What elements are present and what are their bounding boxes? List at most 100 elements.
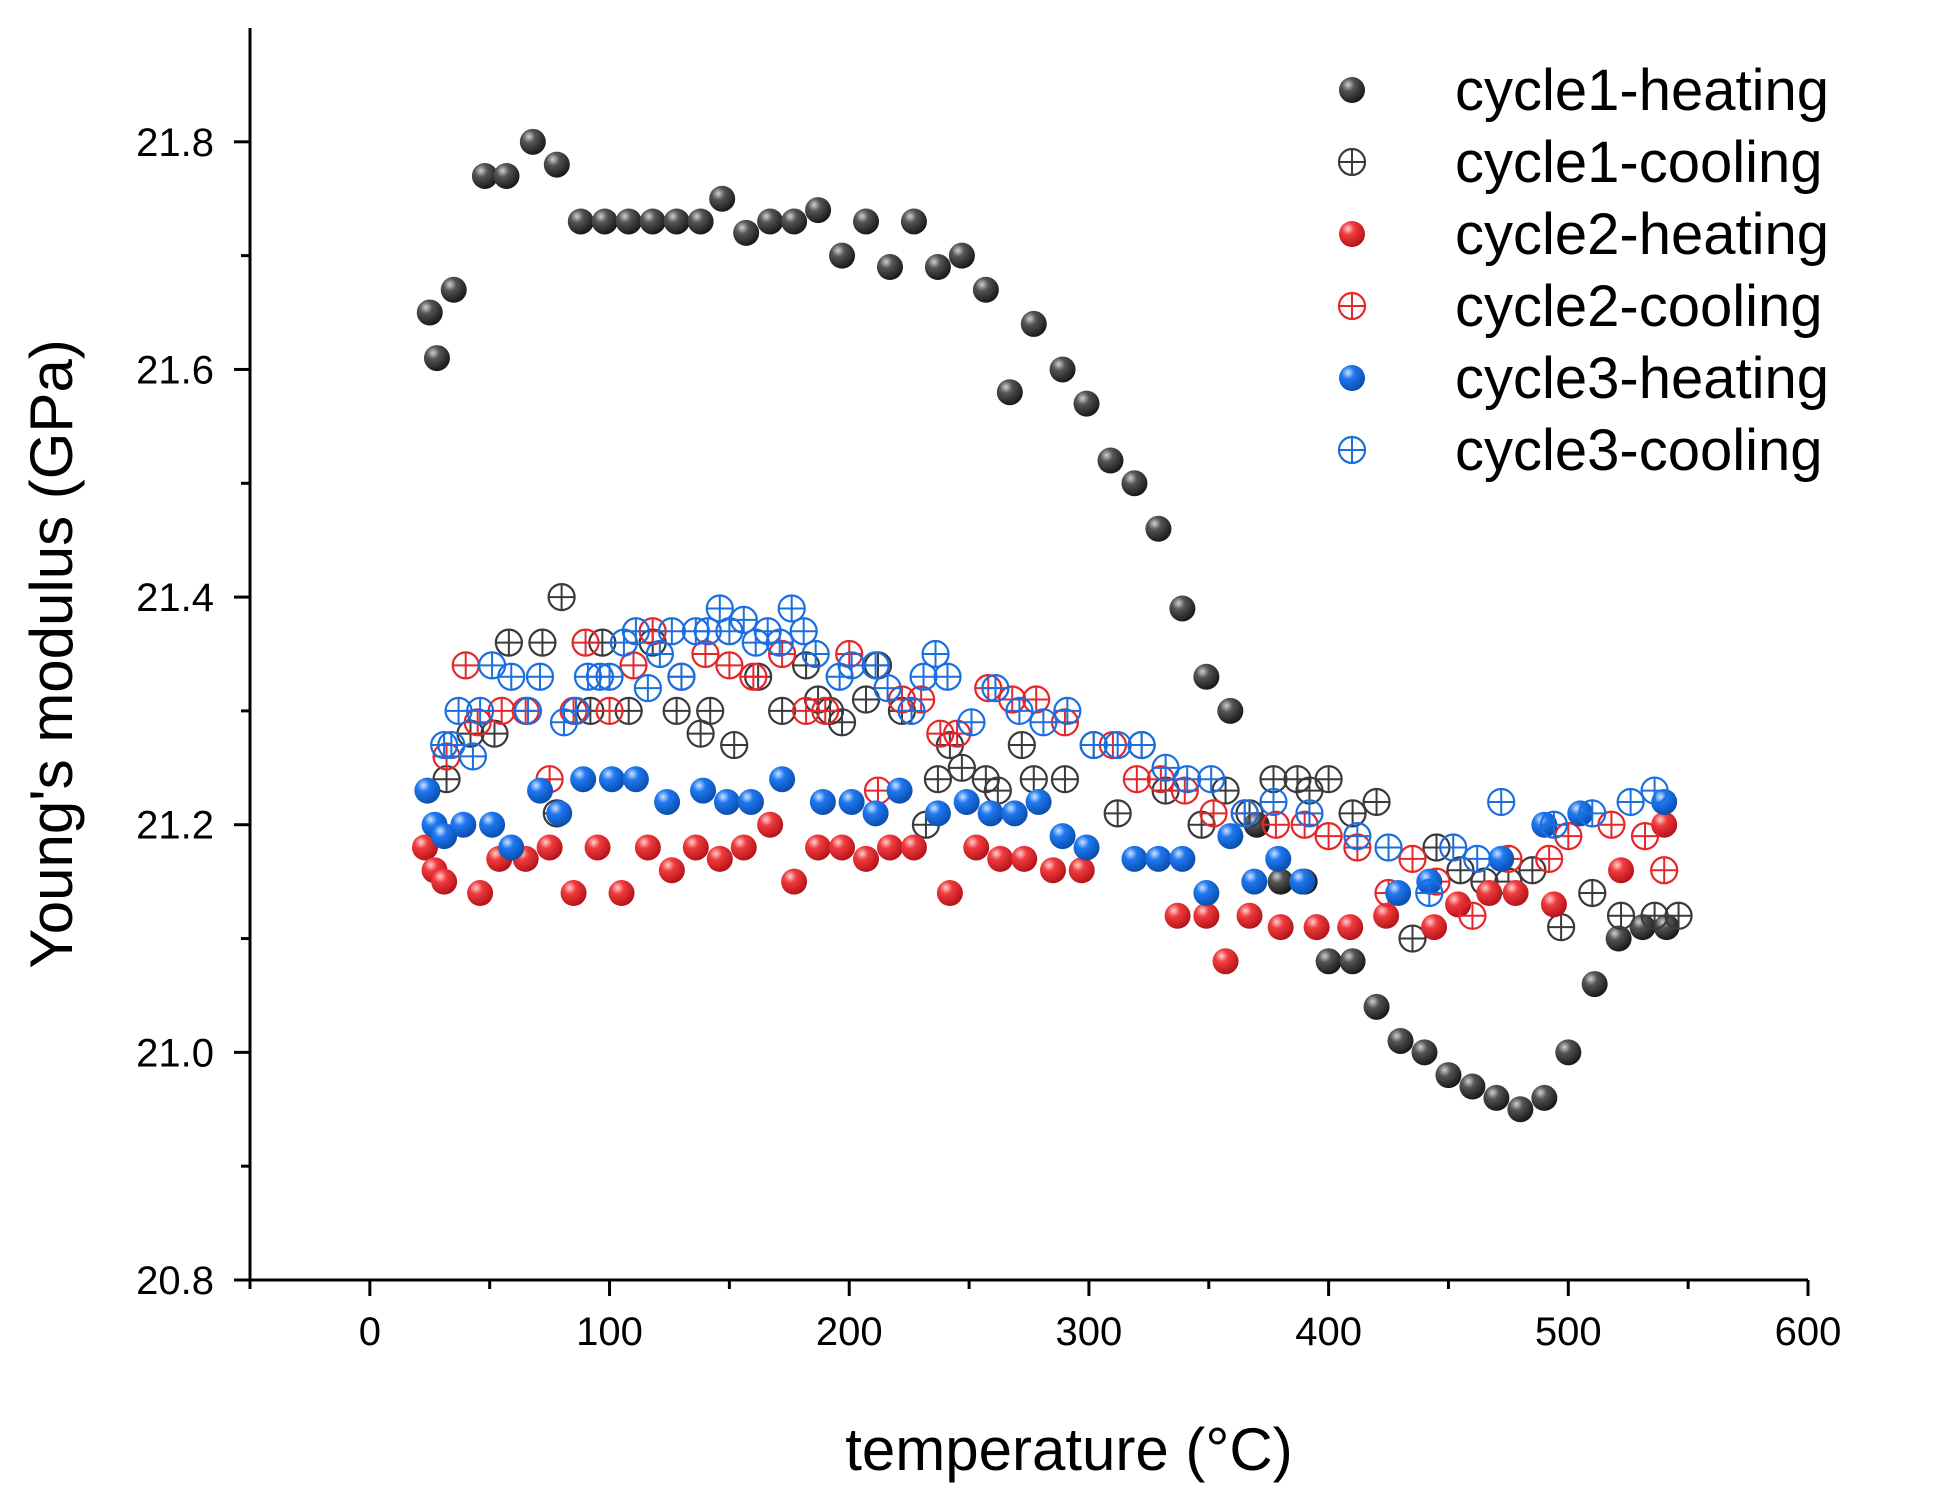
marker-body [1337,914,1364,941]
point-cycle1-cooling [1338,799,1367,828]
point-cycle1-heating [440,276,467,303]
point-cycle3-cooling [1029,708,1058,737]
marker-body [900,834,927,861]
marker-body [598,766,625,793]
point-cycle3-heating [1001,800,1028,827]
point-cycle1-heating [1145,515,1172,542]
point-cycle2-cooling [595,696,624,726]
marker-body [682,834,709,861]
marker-body [977,800,1004,827]
point-cycle2-heating [936,880,963,907]
point-cycle3-heating [1265,845,1292,872]
point-cycle1-heating [1121,470,1148,497]
point-cycle1-heating [709,185,736,212]
marker-body [1303,914,1330,941]
marker-body [622,766,649,793]
point-cycle3-cooling [1053,696,1082,726]
point-cycle3-cooling [595,662,624,691]
point-cycle2-heating [634,834,661,861]
point-cycle1-cooling [1007,730,1036,760]
point-cycle3-cooling [1539,810,1569,839]
point-cycle1-cooling [662,696,691,726]
point-cycle3-cooling [1616,787,1645,817]
point-cycle3-heating [769,766,796,793]
point-cycle1-heating [416,299,443,326]
marker-body [1363,993,1390,1020]
point-cycle1-heating [1459,1073,1486,1100]
marker-body [1049,356,1076,383]
point-cycle3-cooling [957,708,986,737]
marker-body [450,811,477,838]
marker-body [876,254,903,281]
marker-body [1145,845,1172,872]
point-cycle2-cooling [451,651,480,680]
marker-body [615,208,642,235]
x-tick-label: 0 [359,1310,381,1354]
point-cycle1-heating [1411,1039,1438,1066]
marker-body [1555,1039,1582,1066]
point-cycle2-heating [730,834,757,861]
marker-body [781,868,808,895]
marker-body [440,276,467,303]
y-tick-label: 21.2 [136,804,214,848]
point-cycle2-heating [1039,857,1066,884]
marker-body [1020,310,1047,337]
marker-body [900,208,927,235]
marker-body [1653,914,1680,941]
point-cycle3-heating [1488,845,1515,872]
marker-body [972,276,999,303]
marker-body [963,834,990,861]
point-cycle3-heating [1193,880,1220,907]
marker-body [996,379,1023,406]
y-tick-label: 20.8 [136,1259,214,1303]
point-cycle3-heating [713,788,740,815]
marker-body [431,868,458,895]
marker-body [987,845,1014,872]
x-tick-label: 500 [1535,1310,1602,1354]
point-cycle1-heating [1073,390,1100,417]
point-cycle1-heating [1339,948,1366,975]
point-cycle2-cooling [1597,810,1626,839]
marker-body [416,299,443,326]
marker-body [1531,1084,1558,1111]
point-cycle3-heating [479,811,506,838]
marker-body [567,208,594,235]
series-cycle3-cooling [430,594,1669,908]
point-cycle2-cooling [1199,799,1228,828]
series-cycle1-heating [416,128,1680,1123]
point-cycle2-cooling [1398,844,1427,873]
point-cycle3-heating [1025,788,1052,815]
point-cycle3-cooling [1230,799,1259,828]
point-cycle3-cooling [933,662,962,691]
marker-body [1339,948,1366,975]
point-cycle3-heating [862,800,889,827]
marker-body [1651,811,1678,838]
marker-body [709,185,736,212]
marker-body [829,242,856,269]
marker-body [1011,845,1038,872]
point-cycle3-heating [498,834,525,861]
point-cycle2-cooling [1314,822,1343,851]
marker-body [1265,845,1292,872]
point-cycle1-cooling [1050,765,1080,794]
point-cycle3-cooling [1127,730,1156,760]
point-cycle3-cooling [801,639,830,669]
point-cycle1-heating [1555,1039,1582,1066]
point-cycle3-cooling [525,662,555,691]
marker-body [781,208,808,235]
legend-marker-cycle1-heating [1339,77,1365,103]
point-cycle2-heating [1608,857,1635,884]
point-cycle3-heating [570,766,597,793]
point-cycle3-heating [838,788,865,815]
marker-body [1445,891,1472,918]
marker-body [527,777,554,804]
point-cycle1-cooling [696,696,725,726]
marker-body [1605,925,1632,952]
point-cycle3-heating [953,788,980,815]
point-cycle2-cooling [811,696,840,726]
marker-body [713,788,740,815]
point-cycle2-heating [682,834,709,861]
marker-body [1459,1073,1486,1100]
point-cycle1-heating [948,242,975,269]
marker-body [471,162,498,189]
